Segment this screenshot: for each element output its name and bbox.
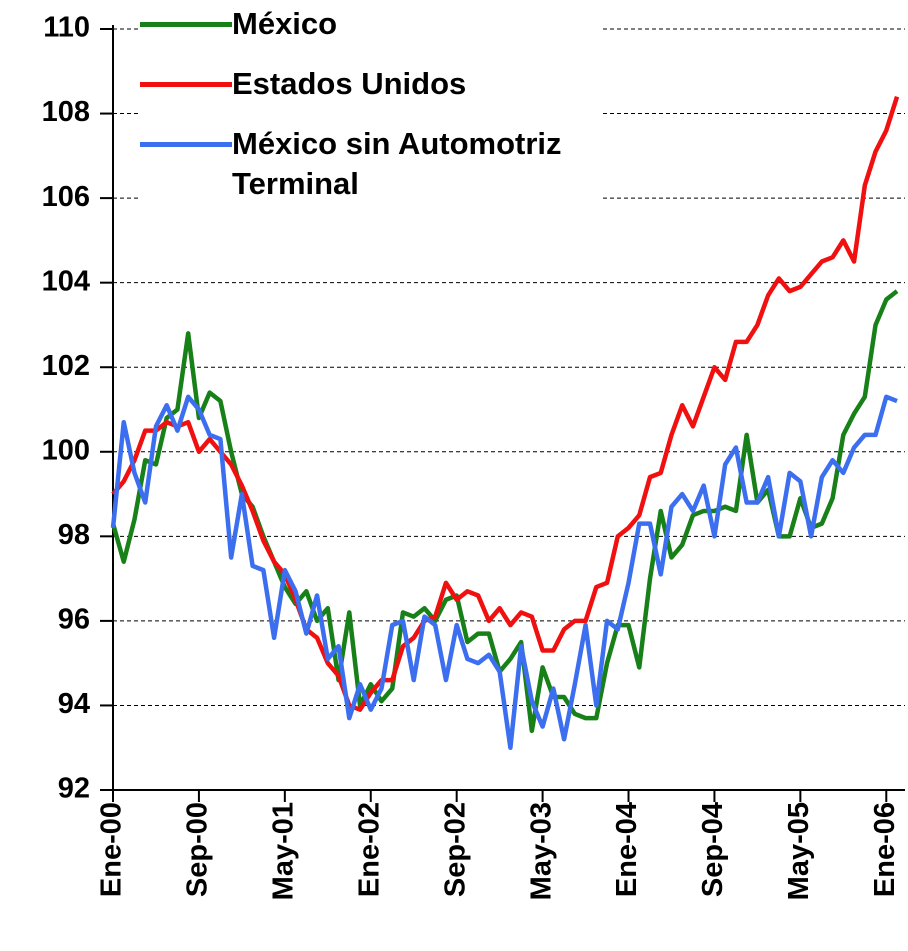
x-tick-label: Sep-00 [182, 802, 214, 897]
legend-label: Estados Unidos [232, 64, 600, 104]
legend-item: México sin Automotriz Terminal [140, 124, 600, 204]
y-tick-label: 108 [42, 96, 90, 128]
x-tick-label: Sep-04 [697, 802, 729, 897]
y-tick-label: 104 [42, 265, 90, 297]
series-line [113, 291, 897, 731]
y-tick-label: 102 [42, 350, 90, 382]
x-tick-label: Sep-02 [439, 802, 471, 897]
legend-item: Estados Unidos [140, 64, 600, 104]
legend-label: México sin Automotriz Terminal [232, 124, 600, 204]
legend-swatch [140, 142, 232, 147]
x-tick-label: Ene-00 [96, 802, 128, 897]
x-tick-label: May-05 [783, 802, 815, 900]
legend-label: México [232, 4, 600, 44]
x-tick-label: May-01 [267, 802, 299, 900]
y-tick-label: 100 [42, 434, 90, 466]
legend-swatch [140, 22, 232, 27]
x-tick-label: Ene-04 [611, 802, 643, 897]
x-tick-label: May-03 [525, 802, 557, 900]
y-tick-label: 106 [42, 181, 90, 213]
y-tick-label: 92 [58, 773, 90, 805]
y-tick-label: 110 [43, 12, 90, 44]
legend: México Estados Unidos México sin Automotri… [140, 4, 600, 224]
x-tick-label: Ene-06 [869, 802, 901, 897]
y-tick-label: 96 [58, 604, 90, 636]
legend-item: México [140, 4, 600, 44]
legend-swatch [140, 82, 232, 87]
page: 92 94 96 98 100 102 104 106 108 110 Ene-00 Sep-00 Ma… [0, 0, 908, 951]
x-tick-label: Ene-02 [353, 802, 385, 897]
y-tick-label: 98 [58, 519, 90, 551]
y-tick-label: 94 [58, 688, 90, 720]
